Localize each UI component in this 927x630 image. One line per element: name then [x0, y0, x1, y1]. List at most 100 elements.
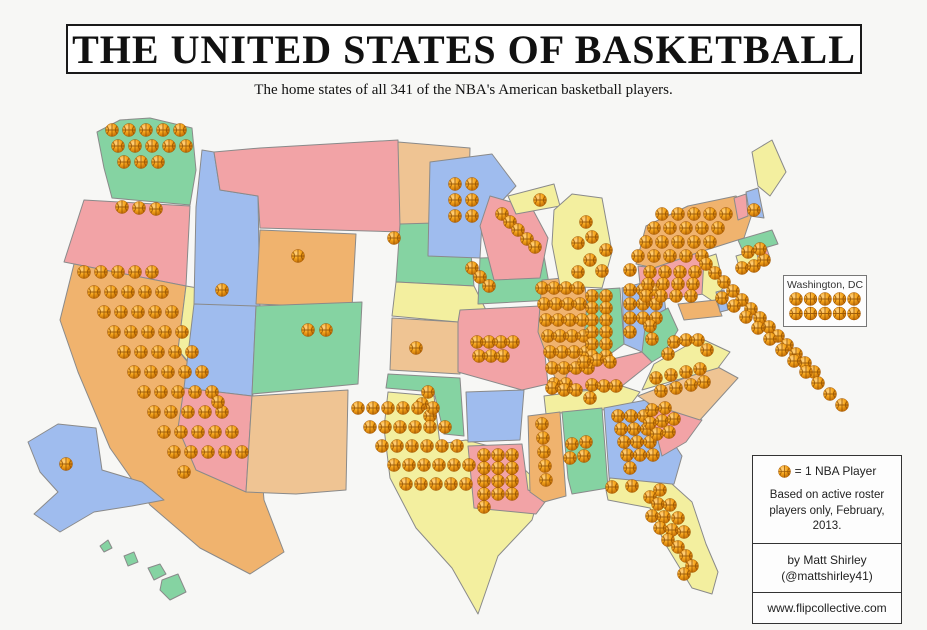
basketball-icon [557, 361, 571, 375]
basketball-icon [496, 349, 510, 363]
basketball-icon [137, 385, 151, 399]
basketball-icon [599, 313, 613, 327]
basketball-icon [687, 207, 701, 221]
basketball-icon [789, 306, 803, 321]
basketball-icon [567, 345, 581, 359]
basketball-icon [138, 285, 152, 299]
legend-author: by Matt Shirley [787, 552, 867, 567]
basketball-icon [658, 265, 672, 279]
state-hi [147, 563, 167, 581]
basketball-icon [599, 289, 613, 303]
basketball-icon [639, 289, 653, 303]
basketball-icon [624, 409, 638, 423]
state-ks [389, 317, 461, 375]
basketball-icon [134, 155, 148, 169]
basketball-icon [643, 416, 657, 430]
basketball-icon [381, 401, 395, 415]
basketball-icon [557, 383, 571, 397]
basketball-icon [191, 425, 205, 439]
basketball-icon [179, 139, 193, 153]
state-wy [255, 229, 357, 309]
state-ak [27, 423, 165, 533]
basketball-icon [366, 401, 380, 415]
basketball-icon [595, 264, 609, 278]
legend-site-section: www.flipcollective.com [753, 591, 901, 623]
basketball-icon [173, 123, 187, 137]
basketball-icon [165, 305, 179, 319]
basketball-icon [658, 401, 672, 415]
basketball-icon [429, 477, 443, 491]
basketball-icon [535, 281, 549, 295]
basketball-icon [148, 305, 162, 319]
basketball-icon [351, 401, 365, 415]
basketball-icon [448, 209, 462, 223]
basketball-icon [687, 235, 701, 249]
basketball-icon [671, 511, 685, 525]
basketball-icon [585, 289, 599, 303]
basketball-icon [569, 383, 583, 397]
basketball-icon [537, 445, 551, 459]
basketball-icon [184, 445, 198, 459]
basketball-icon [561, 297, 575, 311]
basketball-icon [673, 265, 687, 279]
basketball-icon [691, 333, 705, 347]
basketball-icon [162, 139, 176, 153]
basketball-icon [539, 313, 553, 327]
basketball-icon [697, 375, 711, 389]
basketball-icon [171, 385, 185, 399]
basketball-icon [583, 253, 597, 267]
basketball-icon [545, 381, 559, 395]
basketball-icon [121, 285, 135, 299]
basketball-icon [669, 381, 683, 395]
basketball-icon [408, 420, 422, 434]
basketball-icon [375, 439, 389, 453]
basketball-icon [727, 299, 741, 313]
basketball-icon [630, 435, 644, 449]
state-vt [733, 193, 749, 221]
basketball-icon [538, 459, 552, 473]
basketball-icon [87, 285, 101, 299]
basketball-icon [477, 474, 491, 488]
basketball-icon [167, 445, 181, 459]
basketball-icon [617, 435, 631, 449]
basketball-icon [711, 221, 725, 235]
basketball-icon [643, 265, 657, 279]
basketball-icon [847, 306, 861, 321]
basketball-icon [585, 325, 599, 339]
basketball-icon [654, 384, 668, 398]
basketball-icon [105, 123, 119, 137]
basketball-icon [623, 283, 637, 297]
basketball-icon [145, 139, 159, 153]
basketball-icon [459, 477, 473, 491]
basketball-icon [599, 325, 613, 339]
basketball-icon [211, 395, 225, 409]
basketball-icon [482, 279, 496, 293]
basketball-icon [181, 405, 195, 419]
basketball-icon [491, 448, 505, 462]
basketball-icon [168, 345, 182, 359]
basketball-icon [799, 365, 813, 379]
basketball-icon [647, 249, 661, 263]
basketball-icon [663, 249, 677, 263]
state-ar [465, 389, 525, 443]
basketball-icon [201, 445, 215, 459]
basketball-icon [655, 235, 669, 249]
legend-key-text: = 1 NBA Player [794, 464, 877, 478]
basketball-icon [631, 249, 645, 263]
basketball-icon [450, 439, 464, 453]
basketball-icon [747, 203, 761, 217]
basketball-icon [655, 414, 669, 428]
basketball-icon [378, 420, 392, 434]
state-hi [159, 573, 187, 601]
basketball-icon [541, 329, 555, 343]
state-hi [123, 551, 139, 567]
basketball-icon [77, 265, 91, 279]
basketball-icon [677, 525, 691, 539]
basketball-icon [655, 207, 669, 221]
basketball-icon [432, 458, 446, 472]
basketball-icon [448, 177, 462, 191]
basketball-icon [623, 311, 637, 325]
basketball-icon [533, 193, 547, 207]
basketball-icon [188, 385, 202, 399]
